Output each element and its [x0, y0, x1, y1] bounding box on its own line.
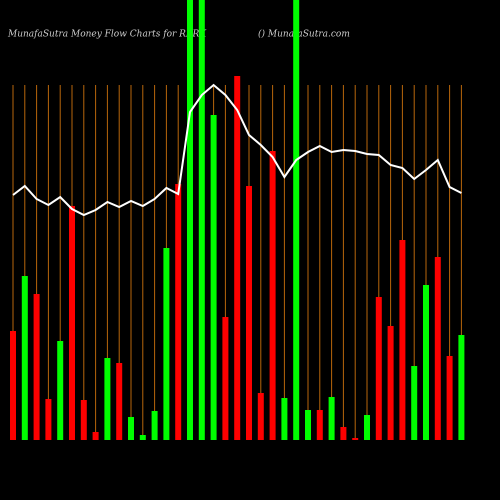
bar — [198, 0, 205, 440]
bar — [434, 257, 441, 440]
bar — [116, 363, 123, 440]
bar — [458, 335, 465, 440]
bar — [104, 358, 111, 440]
bar — [328, 397, 335, 440]
bar — [21, 276, 28, 440]
bar — [234, 76, 241, 440]
bar — [187, 0, 193, 440]
chart-subtitle: () MunafaSutra.com — [258, 29, 350, 40]
bar — [364, 415, 370, 440]
bar — [269, 151, 276, 440]
bar — [281, 398, 288, 440]
bar — [340, 427, 347, 440]
bar — [399, 240, 406, 440]
bar — [411, 366, 418, 440]
bar — [210, 115, 217, 440]
bar — [69, 206, 75, 440]
bar — [246, 186, 252, 440]
bar — [352, 438, 359, 440]
bar — [446, 356, 453, 440]
bar — [45, 399, 52, 440]
chart-title: MunafaSutra Money Flow Charts for RBRK — [7, 30, 207, 40]
bar — [423, 285, 429, 440]
bar — [10, 331, 16, 440]
bar — [57, 341, 64, 440]
bar — [316, 410, 323, 440]
bar — [387, 326, 394, 440]
bar — [257, 393, 264, 440]
bar — [33, 294, 40, 440]
bar — [80, 400, 87, 440]
bar — [175, 184, 182, 440]
bar — [293, 0, 300, 440]
bar — [305, 410, 311, 440]
bar — [151, 411, 158, 440]
money-flow-line — [12, 83, 462, 217]
bar — [222, 317, 229, 440]
bar — [163, 248, 170, 440]
bar — [92, 432, 99, 440]
bar — [128, 417, 134, 440]
bar — [375, 297, 382, 440]
bar — [139, 435, 146, 440]
